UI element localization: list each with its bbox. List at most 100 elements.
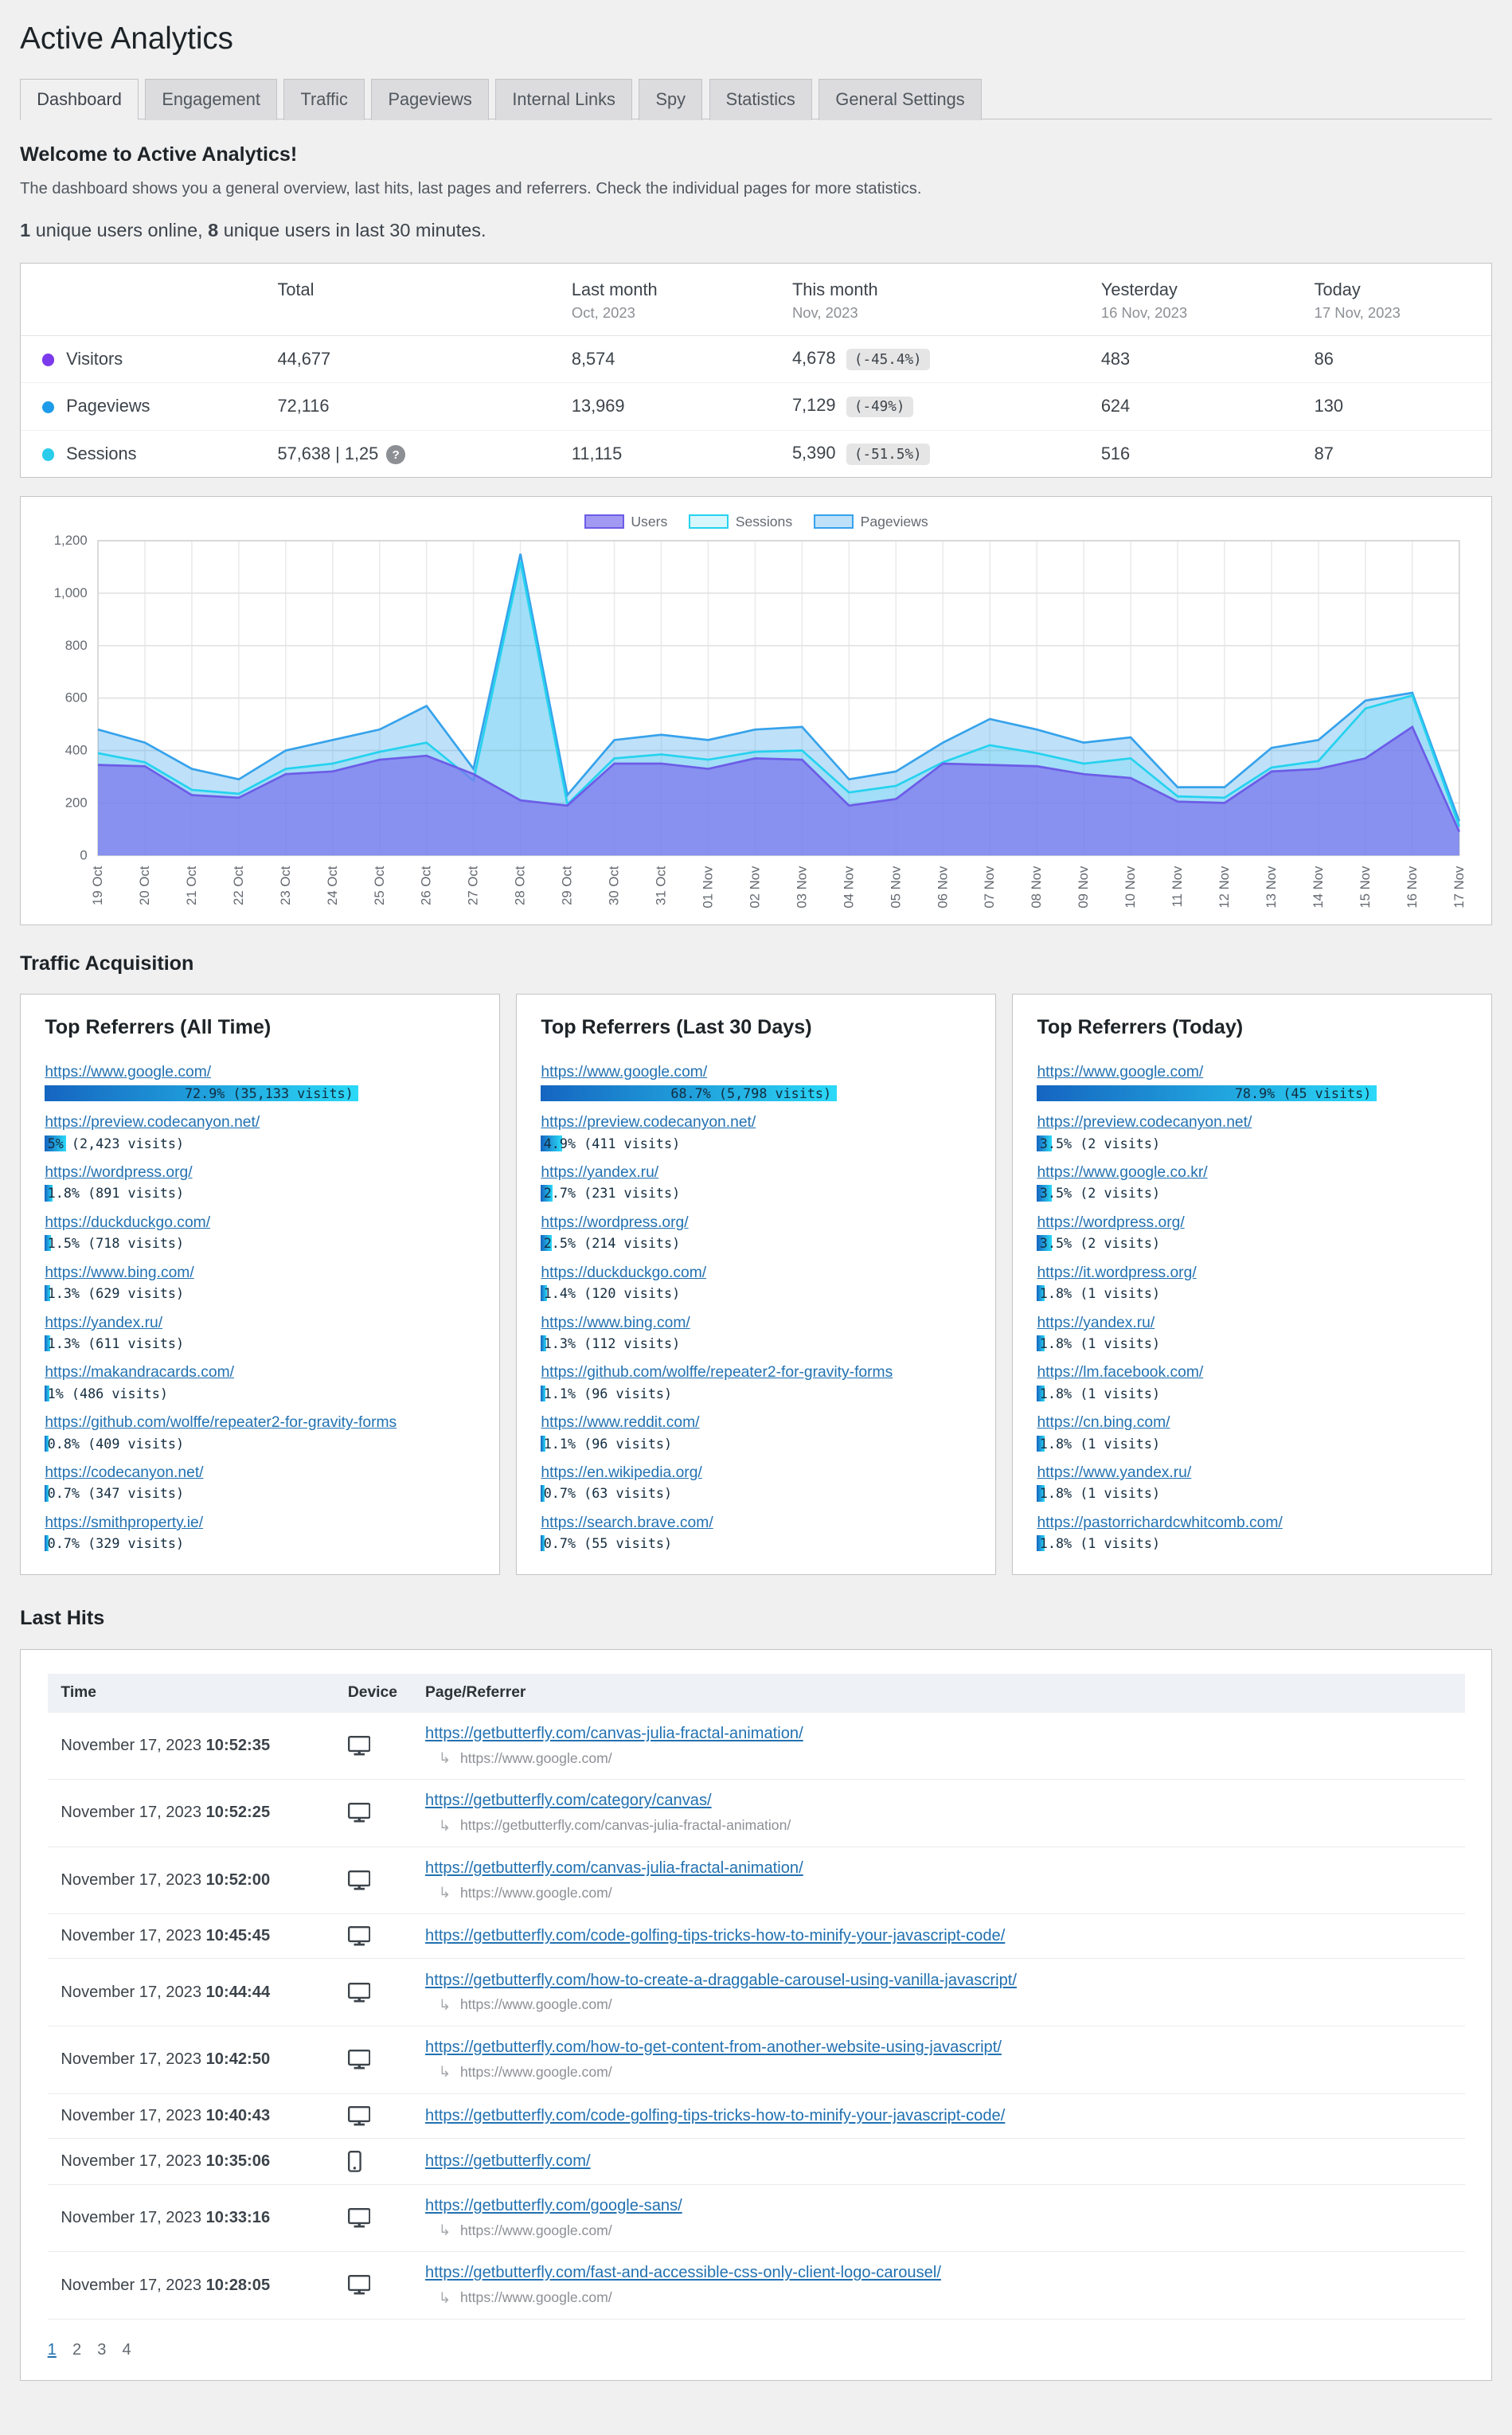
referrer-link[interactable]: https://cn.bing.com/ (1037, 1414, 1170, 1432)
hit-page-link[interactable]: https://getbutterfly.com/ (425, 2152, 591, 2170)
referrer-link[interactable]: https://smithproperty.ie/ (45, 1514, 204, 1531)
referrer-bar-label: 0.7% (347 visits) (47, 1485, 185, 1502)
referrer-link[interactable]: https://www.bing.com/ (541, 1314, 690, 1331)
referrer-link[interactable]: https://yandex.ru/ (45, 1314, 163, 1331)
desktop-icon (347, 1803, 371, 1823)
referrer-link[interactable]: https://www.google.com/ (1037, 1064, 1204, 1081)
referrer-link[interactable]: https://www.reddit.com/ (541, 1414, 700, 1432)
hit-page-link[interactable]: https://getbutterfly.com/code-golfing-ti… (425, 2106, 1006, 2124)
referrer-link[interactable]: https://www.bing.com/ (45, 1264, 194, 1281)
hit-page-link[interactable]: https://getbutterfly.com/google-sans/ (425, 2196, 682, 2214)
hit-referrer-link[interactable]: https://www.google.com/ (459, 2222, 612, 2238)
hit-date: November 17, 2023 (61, 2106, 202, 2124)
hit-page-link[interactable]: https://getbutterfly.com/category/canvas… (425, 1792, 712, 1810)
svg-text:03 Nov: 03 Nov (795, 866, 810, 909)
referrer-bar-fill (1037, 1335, 1045, 1352)
referrer-link[interactable]: https://duckduckgo.com/ (45, 1214, 211, 1231)
referrer-link[interactable]: https://lm.facebook.com/ (1037, 1364, 1204, 1382)
referrer-link[interactable]: https://www.google.com/ (45, 1064, 212, 1081)
referrer-bar-label: 4.9% (411 visits) (543, 1135, 681, 1151)
referrer-item: https://www.google.com/ 72.9% (35,133 vi… (45, 1057, 475, 1101)
referrer-link[interactable]: https://wordpress.org/ (45, 1164, 193, 1182)
referrer-item: https://makandracards.com/ 1% (486 visit… (45, 1358, 475, 1401)
hit-referrer-link[interactable]: https://www.google.com/ (459, 1996, 612, 2013)
referrer-link[interactable]: https://preview.codecanyon.net/ (541, 1114, 756, 1132)
hit-page-link[interactable]: https://getbutterfly.com/canvas-julia-fr… (425, 1858, 803, 1877)
referrer-link[interactable]: https://codecanyon.net/ (45, 1464, 204, 1482)
hit-page-link[interactable]: https://getbutterfly.com/how-to-get-cont… (425, 2038, 1002, 2057)
page-number[interactable]: 2 (72, 2340, 82, 2359)
hit-referrer-link[interactable]: https://www.google.com/ (459, 1884, 612, 1901)
tab[interactable]: Pageviews (371, 79, 489, 120)
page-number[interactable]: 4 (122, 2340, 131, 2359)
legend-swatch (813, 514, 854, 530)
referrer-link[interactable]: https://wordpress.org/ (541, 1214, 689, 1231)
referrer-panel-title: Top Referrers (All Time) (45, 1016, 272, 1039)
tab[interactable]: Traffic (283, 79, 365, 120)
referrer-link[interactable]: https://it.wordpress.org/ (1037, 1264, 1197, 1281)
metric-total: 57,638 | 1,25 (277, 443, 379, 463)
referrer-bar-label: 78.9% (45 visits) (1234, 1085, 1372, 1101)
metric-total: 72,116 (277, 396, 330, 416)
referrer-bar-fill (541, 1185, 553, 1202)
referrer-bar: 1.8% (1 visits) (1037, 1285, 1467, 1302)
referrer-link[interactable]: https://www.google.com/ (541, 1064, 708, 1081)
stats-col-this-month: This month Nov, 2023 (771, 263, 1080, 336)
hit-time: 10:28:05 (205, 2276, 271, 2294)
svg-text:19 Oct: 19 Oct (90, 866, 105, 905)
tab[interactable]: General Settings (819, 79, 982, 120)
referrer-link[interactable]: https://github.com/wolffe/repeater2-for-… (541, 1364, 893, 1382)
legend-item[interactable]: Sessions (689, 514, 792, 530)
hit-referrer-link[interactable]: https://getbutterfly.com/canvas-julia-fr… (459, 1817, 791, 1834)
legend-item[interactable]: Pageviews (813, 514, 928, 530)
svg-text:05 Nov: 05 Nov (889, 866, 904, 909)
stats-col-sublabel: Nov, 2023 (791, 303, 858, 321)
hit-page-link[interactable]: https://getbutterfly.com/fast-and-access… (425, 2264, 941, 2282)
referrer-link[interactable]: https://duckduckgo.com/ (541, 1264, 707, 1281)
referrer-link[interactable]: https://www.yandex.ru/ (1037, 1464, 1192, 1482)
desktop-icon (347, 2275, 371, 2295)
hit-date: November 17, 2023 (61, 2276, 202, 2294)
referrer-item: https://duckduckgo.com/ 1.4% (120 visits… (541, 1258, 971, 1302)
tab[interactable]: Internal Links (495, 79, 633, 120)
svg-text:29 Oct: 29 Oct (560, 866, 575, 905)
help-icon[interactable]: ? (386, 445, 405, 464)
metric-dot (41, 448, 55, 461)
referrer-link[interactable]: https://github.com/wolffe/repeater2-for-… (45, 1414, 397, 1432)
tab[interactable]: Engagement (145, 79, 278, 120)
page-number[interactable]: 3 (97, 2340, 107, 2359)
tab[interactable]: Statistics (709, 79, 812, 120)
referrer-link[interactable]: https://makandracards.com/ (45, 1364, 235, 1382)
referrer-link[interactable]: https://preview.codecanyon.net/ (45, 1114, 260, 1132)
hit-time: 10:45:45 (205, 1927, 271, 1945)
tab[interactable]: Dashboard (20, 79, 139, 120)
referrer-link[interactable]: https://wordpress.org/ (1037, 1214, 1185, 1231)
referrer-link[interactable]: https://preview.codecanyon.net/ (1037, 1114, 1252, 1132)
referrer-link[interactable]: https://search.brave.com/ (541, 1514, 713, 1531)
metric-this-month: 5,390 (791, 442, 836, 463)
hit-page-link[interactable]: https://getbutterfly.com/canvas-julia-fr… (425, 1724, 803, 1742)
stats-row: Visitors 44,677 8,574 4,678 (-45.4%) 483 … (21, 334, 1492, 383)
page-number[interactable]: 1 (47, 2340, 57, 2359)
hit-page-link[interactable]: https://getbutterfly.com/code-golfing-ti… (425, 1927, 1006, 1945)
referrer-bar-fill (1037, 1235, 1053, 1252)
referrer-link[interactable]: https://en.wikipedia.org/ (541, 1464, 702, 1482)
referrer-bar: 1.1% (96 visits) (541, 1385, 971, 1401)
metric-this-month: 4,678 (791, 347, 836, 368)
hit-referrer-link[interactable]: https://www.google.com/ (459, 2289, 612, 2306)
hit-referrer-link[interactable]: https://www.google.com/ (459, 2063, 612, 2080)
referrer-bar-label: 1.1% (96 visits) (543, 1435, 673, 1452)
referrer-item: https://lm.facebook.com/ 1.8% (1 visits) (1037, 1358, 1467, 1401)
hit-page-link[interactable]: https://getbutterfly.com/how-to-create-a… (425, 1971, 1017, 1989)
referrer-link[interactable]: https://yandex.ru/ (541, 1164, 659, 1182)
metric-dot (41, 401, 55, 414)
hit-device-cell (334, 1847, 412, 1915)
change-badge: (-51.5%) (846, 444, 930, 465)
tab[interactable]: Spy (639, 79, 703, 120)
legend-item[interactable]: Users (584, 514, 667, 530)
referrer-link[interactable]: https://www.google.co.kr/ (1037, 1164, 1208, 1182)
hit-referrer-link[interactable]: https://www.google.com/ (459, 1749, 612, 1766)
referrer-link[interactable]: https://pastorrichardcwhitcomb.com/ (1037, 1514, 1283, 1531)
hit-row: November 17, 2023 10:40:43 https://getbu… (47, 2093, 1465, 2139)
referrer-link[interactable]: https://yandex.ru/ (1037, 1314, 1155, 1331)
